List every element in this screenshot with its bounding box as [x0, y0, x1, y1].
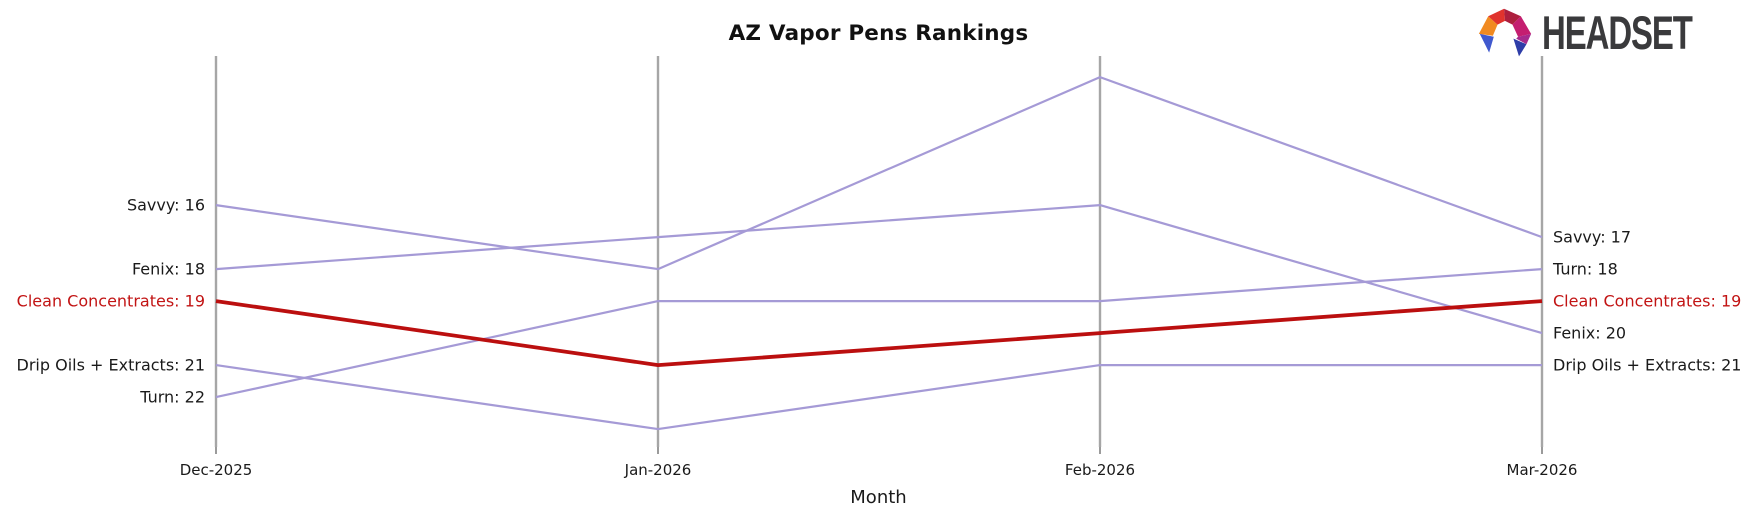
right-label-turn: Turn: 18 [1552, 260, 1618, 279]
chart-title: AZ Vapor Pens Rankings [728, 21, 1029, 46]
right-label-clean-concentrates: Clean Concentrates: 19 [1553, 292, 1741, 311]
headset-logo-text: HEADSET [1542, 6, 1693, 59]
series-lines [215, 76, 1543, 431]
left-label-clean-concentrates: Clean Concentrates: 19 [17, 292, 205, 311]
left-label-drip-oils-extracts: Drip Oils + Extracts: 21 [17, 356, 205, 375]
series-line-drip-oils-extracts [215, 363, 1542, 431]
headset-logo: HEADSET [1477, 5, 1756, 61]
series-line-clean-concentrates [215, 299, 1543, 367]
left-label-savvy: Savvy: 16 [127, 196, 205, 215]
series-end-labels: Savvy: 16 Savvy: 17 Fenix: 18 Fenix: 20 Clea… [17, 196, 1742, 407]
x-tick-label: Feb-2026 [1065, 461, 1135, 479]
x-tick-label: Jan-2026 [624, 461, 692, 479]
x-tick-label: Mar-2026 [1507, 461, 1578, 479]
series-line-fenix [215, 204, 1543, 335]
x-axis-title: Month [850, 487, 907, 507]
right-label-fenix: Fenix: 20 [1553, 324, 1626, 343]
right-label-drip-oils-extracts: Drip Oils + Extracts: 21 [1553, 356, 1741, 375]
headset-logo-icon [1478, 8, 1532, 57]
series-line-savvy [215, 76, 1543, 271]
series-line-turn [215, 268, 1543, 399]
right-label-savvy: Savvy: 17 [1553, 228, 1631, 247]
left-label-fenix: Fenix: 18 [132, 260, 205, 279]
left-label-turn: Turn: 22 [139, 388, 205, 407]
x-tick-label: Dec-2025 [180, 461, 253, 479]
month-axes: Dec-2025 Jan-2026 Feb-2026 Mar-2026 [180, 56, 1578, 479]
